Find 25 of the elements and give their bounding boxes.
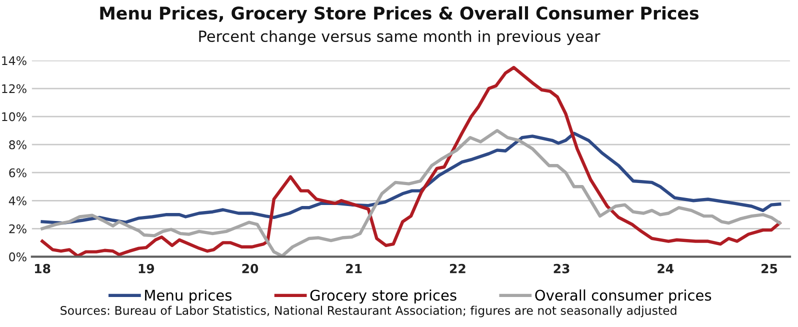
legend-label: Overall consumer prices (535, 289, 712, 304)
x-tick-label: 19 (138, 264, 154, 274)
line-series (40, 66, 782, 257)
chart-subtitle: Percent change versus same month in previous year (199, 30, 600, 45)
source-note: Sources: Bureau of Labor Statistics, National Restaurant Association; figures are not seasonally adjusted (60, 306, 676, 318)
x-tick-label: 25 (762, 264, 778, 274)
y-tick-label: 8% (9, 140, 26, 150)
y-tick-label: 0% (9, 252, 26, 262)
x-tick-label: 22 (450, 264, 466, 274)
x-tick-label: 24 (658, 264, 674, 274)
x-tick-label: 21 (346, 264, 362, 274)
y-tick-label: 12% (2, 84, 26, 94)
x-tick-label: 20 (242, 264, 258, 274)
line-series (40, 132, 782, 225)
y-tick-label: 10% (2, 112, 26, 122)
legend-label: Grocery store prices (310, 289, 456, 304)
y-tick-label: 6% (9, 168, 26, 178)
line-series (40, 128, 782, 257)
y-tick-label: 2% (9, 224, 26, 234)
x-tick-label: 18 (35, 264, 50, 274)
legend-label: Menu prices (145, 289, 232, 304)
y-tick-label: 14% (2, 56, 26, 66)
x-tick-label: 23 (554, 264, 570, 274)
chart-title: Menu Prices, Grocery Store Prices & Overall Consumer Prices (100, 6, 699, 24)
y-tick-label: 4% (8, 196, 26, 206)
